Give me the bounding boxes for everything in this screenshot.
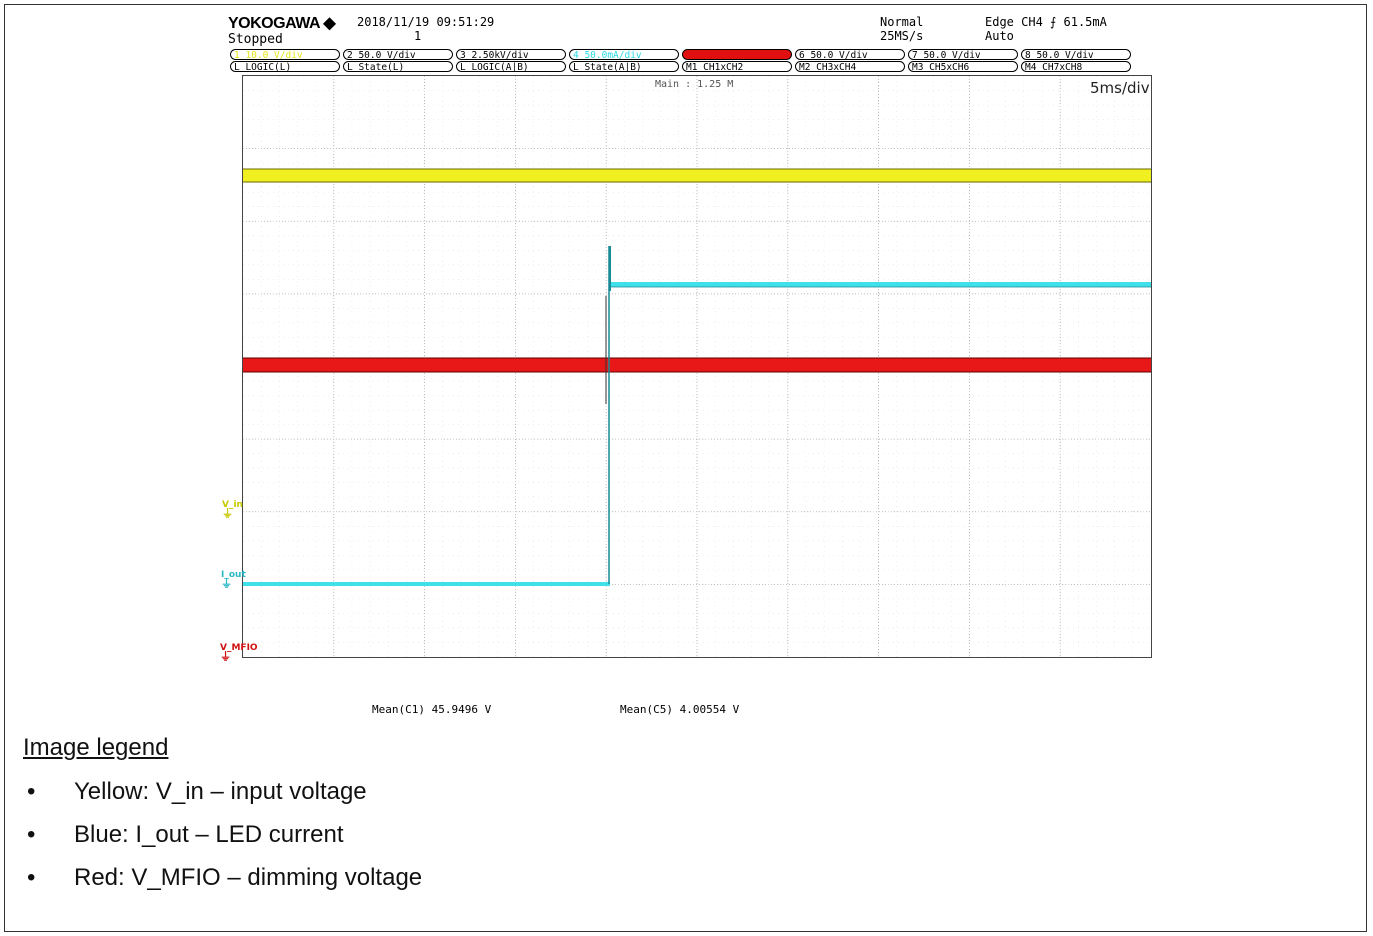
bullet-icon: • <box>27 821 36 848</box>
vmfio-ground-marker: V_MFIO ⏚ <box>220 643 258 662</box>
vin-ground-marker: V_in ⏚ <box>222 500 243 519</box>
channel-6-tab[interactable]: 6 50.0 V/div <box>795 49 905 60</box>
iout-marker-label: I_out <box>221 570 246 580</box>
math-3-tab[interactable]: M3 CH5xCH6 <box>908 61 1018 72</box>
state-l-tab[interactable]: L State(L) <box>343 61 453 72</box>
math-4-tab[interactable]: M4 CH7xCH8 <box>1021 61 1131 72</box>
iout-trace-low <box>243 582 609 586</box>
channel-row-1: 1 10.0 V/div 2 50.0 V/div 3 2.50kV/div 4… <box>230 49 1134 60</box>
legend-item: • Yellow: V_in – input voltage <box>27 778 367 806</box>
time-per-div-label: 5ms/div <box>1090 79 1150 97</box>
waveform-display[interactable] <box>242 75 1152 658</box>
legend-item: • Red: V_MFIO – dimming voltage <box>27 864 422 892</box>
channel-8-tab[interactable]: 8 50.0 V/div <box>1021 49 1131 60</box>
sample-rate: 25MS/s <box>880 29 924 43</box>
logic-l-tab[interactable]: L LOGIC(L) <box>230 61 340 72</box>
vmfio-marker-label: V_MFIO <box>220 643 258 653</box>
mean-c5-readout: Mean(C5) 4.00554 V <box>620 703 740 716</box>
waveform-canvas <box>243 76 1151 657</box>
ground-icon: ⏚ <box>220 650 231 663</box>
logic-ab-tab[interactable]: L LOGIC(A|B) <box>456 61 566 72</box>
channel-row-2: L LOGIC(L) L State(L) L LOGIC(A|B) L Sta… <box>230 61 1134 72</box>
legend-item-text: Blue: I_out – LED current <box>74 821 344 848</box>
bullet-icon: • <box>27 864 36 891</box>
figure-frame <box>4 4 1367 932</box>
channel-4-tab[interactable]: 4 50.0mA/div <box>569 49 679 60</box>
legend-item-text: Red: V_MFIO – dimming voltage <box>74 864 423 891</box>
memory-length-label: Main : 1.25 M <box>655 79 734 90</box>
timestamp: 2018/11/19 09:51:29 <box>357 15 495 29</box>
legend-item: • Blue: I_out – LED current <box>27 821 343 849</box>
mean-c1-readout: Mean(C1) 45.9496 V <box>372 703 492 716</box>
iout-ground-marker: I_out ⏚ <box>221 570 246 589</box>
bullet-icon: • <box>27 778 36 805</box>
iout-trace-high <box>611 282 1151 287</box>
vin-trace <box>243 169 1151 182</box>
channel-7-tab[interactable]: 7 50.0 V/div <box>908 49 1018 60</box>
acquisition-count: 1 <box>414 29 422 43</box>
ground-icon: ⏚ <box>222 507 233 520</box>
brand-logo: YOKOGAWA ◆ <box>228 15 336 32</box>
channel-1-tab[interactable]: 1 10.0 V/div <box>230 49 340 60</box>
channel-5-tab[interactable]: 5 1.00 V/div <box>682 49 792 60</box>
vin-marker-label: V_in <box>222 500 243 510</box>
state-ab-tab[interactable]: L State(A|B) <box>569 61 679 72</box>
ground-icon: ⏚ <box>221 577 232 590</box>
acquisition-mode: Normal <box>880 15 924 29</box>
channel-3-tab[interactable]: 3 2.50kV/div <box>456 49 566 60</box>
legend-title: Image legend <box>23 734 169 761</box>
legend-item-text: Yellow: V_in – input voltage <box>74 778 367 805</box>
math-2-tab[interactable]: M2 CH3xCH4 <box>795 61 905 72</box>
trigger-mode: Auto <box>985 29 1014 43</box>
trigger-setting: Edge CH4 ⨍ 61.5mA <box>985 15 1107 29</box>
vmfio-trace <box>243 358 1151 372</box>
acquisition-status: Stopped <box>228 32 283 47</box>
math-1-tab[interactable]: M1 CH1xCH2 <box>682 61 792 72</box>
channel-2-tab[interactable]: 2 50.0 V/div <box>343 49 453 60</box>
